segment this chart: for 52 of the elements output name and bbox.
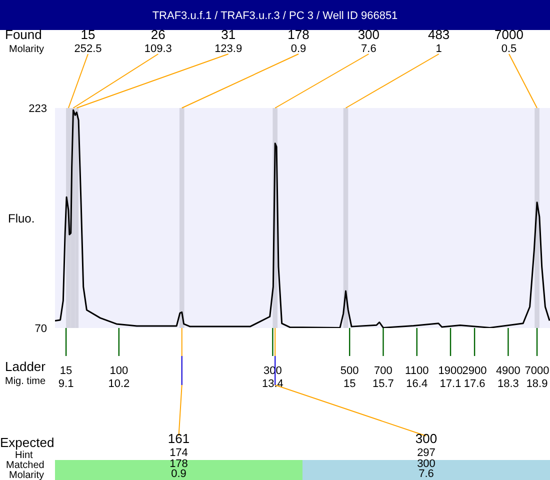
text: 700 (374, 365, 392, 377)
x-tick-label: 17.1 (440, 378, 462, 390)
text: 174 (170, 447, 188, 459)
text: 300 (415, 431, 438, 446)
text: 15 (60, 365, 72, 377)
annotation: 26 (150, 27, 166, 42)
annotation: 483 (428, 27, 450, 42)
text: 4900 (496, 365, 520, 377)
x-tick-label: 17.6 (464, 378, 486, 390)
x-tick-label: 18.9 (526, 378, 548, 390)
text: 2900 (462, 365, 487, 377)
annotation: 7.6 (361, 43, 376, 55)
y-tick-label: 223 (28, 102, 47, 115)
x-tick-label: 9.1 (58, 378, 74, 390)
annotation: 178 (288, 27, 310, 42)
text: Expected (0, 435, 54, 450)
annotation: 300 (358, 27, 380, 42)
y-tick-label: 70 (34, 322, 47, 335)
text: 297 (417, 447, 436, 459)
annotation: 109.3 (144, 43, 172, 55)
annotation: 31 (221, 27, 236, 42)
text: 500 (340, 365, 359, 377)
chart-title: TRAF3.u.f.1 / TRAF3.u.r.3 / PC 3 / Well ID 966851 (152, 10, 398, 22)
text: 300 (417, 458, 436, 470)
annotation: 0.9 (290, 43, 306, 55)
text: Matched (6, 460, 44, 471)
text: 0.9 (171, 468, 186, 480)
annotation: 7000 (494, 27, 524, 42)
text: 1100 (405, 365, 429, 377)
annotation: 0.5 (501, 43, 517, 55)
x-tick-label: 15.7 (372, 378, 394, 390)
text: 7.6 (418, 468, 434, 480)
x-tick-label: 16.4 (406, 378, 428, 390)
annotation: 252.5 (74, 43, 102, 55)
text: 7000 (524, 365, 550, 377)
text: Found (5, 27, 42, 42)
text: Mig. time (5, 376, 46, 387)
text: Molarity (9, 470, 44, 480)
x-tick-label: 15 (343, 378, 356, 390)
text: 1900 (438, 365, 463, 377)
annotation: 123.9 (214, 43, 242, 55)
x-axis-title: Ladder (5, 359, 46, 374)
x-tick-label: 18.3 (497, 378, 519, 390)
annotation: 161 (168, 431, 190, 446)
annotation: 15 (80, 27, 96, 42)
text: Molarity (9, 44, 44, 55)
x-tick-label: 10.2 (108, 378, 130, 390)
text: 100 (110, 365, 128, 377)
annotation: 1 (436, 43, 442, 55)
text: Hint (15, 450, 34, 461)
y-axis-title: Fluo. (8, 211, 35, 226)
text: 178 (170, 458, 188, 470)
